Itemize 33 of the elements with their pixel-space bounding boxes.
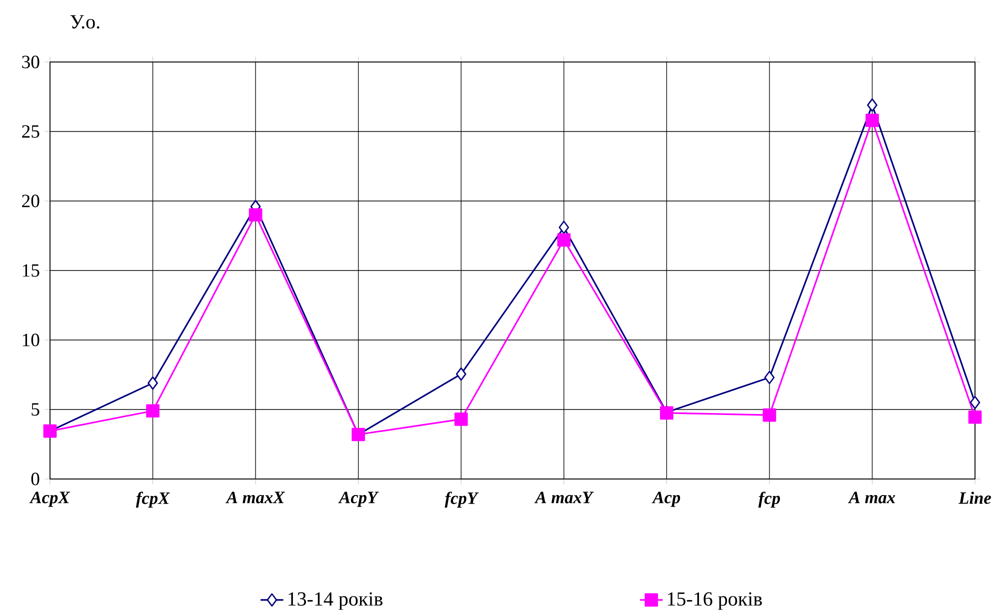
y-tick-label: 0: [31, 472, 40, 486]
point: [970, 396, 980, 410]
x-tick-label: AcpX: [29, 492, 70, 507]
y-tick-label: 25: [22, 125, 40, 138]
point: [248, 208, 262, 222]
y-tick-label: 20: [22, 194, 40, 208]
y-tick-label: 15: [22, 264, 40, 277]
y-tick-label: 10: [22, 334, 40, 346]
point: [146, 404, 160, 418]
x-tick-label: A maxX: [226, 492, 286, 504]
point: [557, 233, 571, 247]
x-tick-label: fcp: [758, 492, 780, 508]
point: [968, 410, 982, 424]
x-tick-label: AcpY: [338, 492, 379, 507]
x-tick-label: Line: [958, 492, 991, 504]
point: [148, 376, 158, 390]
point: [866, 114, 879, 128]
x-tick-label: Acp: [652, 492, 680, 507]
point: [456, 367, 466, 381]
point: [558, 220, 570, 234]
legend-label: 13-14 років: [288, 592, 382, 610]
y-tick-label: 30: [22, 56, 40, 68]
x-tick-label: fcpX: [136, 492, 170, 508]
point: [762, 408, 776, 422]
x-tick-label: fcpY: [444, 492, 479, 508]
y-axis-title: У.о.: [70, 15, 100, 29]
point: [454, 412, 468, 426]
legend-label: 15-16 років: [668, 592, 762, 610]
point: [764, 370, 775, 384]
point: [867, 98, 878, 112]
y-tick-label: 5: [32, 403, 40, 416]
x-tick-label: A maxY: [534, 492, 594, 504]
x-tick-label: A max: [848, 492, 896, 504]
